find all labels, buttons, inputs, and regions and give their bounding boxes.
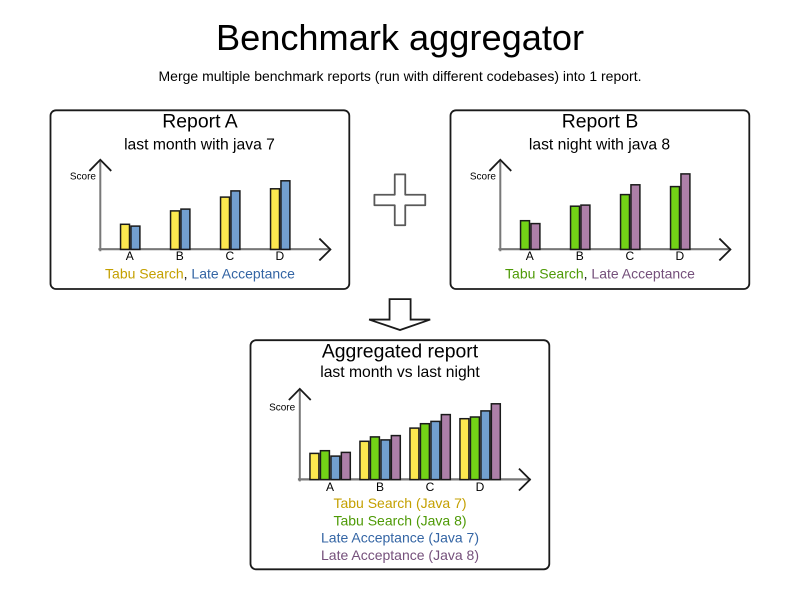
svg-text:B: B xyxy=(176,249,184,263)
svg-text:B: B xyxy=(576,249,584,263)
svg-text:D: D xyxy=(275,249,284,263)
svg-text:B: B xyxy=(376,480,384,494)
svg-text:Late Acceptance (Java 8): Late Acceptance (Java 8) xyxy=(321,547,479,563)
svg-text:Tabu Search, Late Acceptance: Tabu Search, Late Acceptance xyxy=(105,266,295,282)
svg-text:Report B: Report B xyxy=(562,110,639,132)
svg-text:Tabu Search (Java 8): Tabu Search (Java 8) xyxy=(333,512,466,528)
svg-text:A: A xyxy=(126,249,134,263)
svg-text:Merge multiple benchmark repor: Merge multiple benchmark reports (run wi… xyxy=(159,68,642,84)
svg-text:Aggregated report: Aggregated report xyxy=(322,340,479,362)
svg-text:Score: Score xyxy=(70,172,97,183)
svg-text:Score: Score xyxy=(470,172,497,183)
svg-text:D: D xyxy=(476,480,485,494)
svg-text:Score: Score xyxy=(269,403,296,414)
svg-text:Benchmark aggregator: Benchmark aggregator xyxy=(216,17,584,58)
svg-text:Late Acceptance (Java 7): Late Acceptance (Java 7) xyxy=(321,530,479,546)
svg-text:C: C xyxy=(225,249,234,263)
svg-text:Report A: Report A xyxy=(162,110,238,132)
svg-text:C: C xyxy=(625,249,634,263)
svg-text:Tabu Search (Java 7): Tabu Search (Java 7) xyxy=(333,495,466,511)
svg-text:last month with java 7: last month with java 7 xyxy=(124,136,275,153)
svg-text:A: A xyxy=(526,249,534,263)
svg-text:Tabu Search, Late Acceptance: Tabu Search, Late Acceptance xyxy=(505,266,695,282)
svg-text:last night with java 8: last night with java 8 xyxy=(529,136,671,153)
svg-text:last month vs last night: last month vs last night xyxy=(320,364,480,381)
svg-text:D: D xyxy=(675,249,684,263)
svg-text:C: C xyxy=(426,480,435,494)
svg-text:A: A xyxy=(326,480,334,494)
